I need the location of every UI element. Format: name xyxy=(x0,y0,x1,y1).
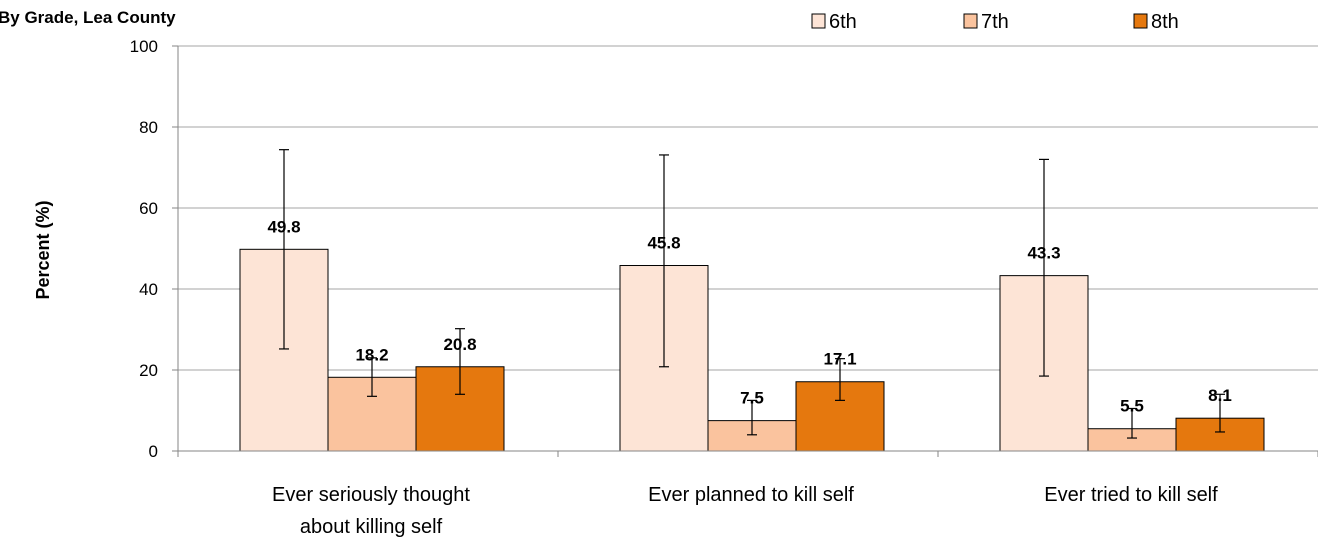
data-label: 20.8 xyxy=(443,335,476,354)
y-tick-label: 60 xyxy=(139,199,158,218)
category-label: Ever planned to kill self xyxy=(648,484,854,506)
data-label: 17.1 xyxy=(823,350,856,369)
data-label: 18.2 xyxy=(355,345,388,364)
category-label: Ever tried to kill self xyxy=(1044,484,1218,506)
data-label: 43.3 xyxy=(1027,244,1060,263)
legend-swatch-7th xyxy=(963,13,978,29)
chart-title: By Grade, Lea County xyxy=(0,8,176,27)
error-bars xyxy=(279,149,1225,439)
legend-label: 6th xyxy=(829,11,857,33)
data-label: 45.8 xyxy=(647,234,680,253)
data-labels: 49.8 45.8 43.3 18.2 7.5 5.5 20.8 17.1 8.1 xyxy=(267,217,1231,415)
legend-swatch-8th xyxy=(1133,13,1148,29)
legend: 6th 7th 8th xyxy=(811,11,1179,33)
axes: 0 20 40 60 80 100 Ever seriously thought about … xyxy=(130,37,1318,538)
legend-label: 8th xyxy=(1151,11,1179,33)
category-label-line: Ever seriously thought xyxy=(272,484,470,506)
data-label: 49.8 xyxy=(267,217,300,236)
y-tick-label: 40 xyxy=(139,280,158,299)
legend-label: 7th xyxy=(981,11,1009,33)
data-label: 5.5 xyxy=(1120,397,1144,416)
y-tick-label: 0 xyxy=(149,442,158,461)
y-tick-label: 100 xyxy=(130,37,158,56)
bars xyxy=(239,248,1265,452)
legend-swatch-6th xyxy=(811,13,826,29)
category-label-line: Ever planned to kill self xyxy=(648,484,854,506)
data-label: 8.1 xyxy=(1208,386,1232,405)
data-label: 7.5 xyxy=(740,389,764,408)
category-label-line: Ever tried to kill self xyxy=(1044,484,1218,506)
y-tick-label: 80 xyxy=(139,118,158,137)
y-tick-label: 20 xyxy=(139,361,158,380)
category-label: Ever seriously thought about killing self xyxy=(272,484,470,538)
gridlines xyxy=(178,45,1318,371)
category-label-line: about killing self xyxy=(300,516,443,538)
y-axis-label: Percent (%) xyxy=(33,200,53,299)
